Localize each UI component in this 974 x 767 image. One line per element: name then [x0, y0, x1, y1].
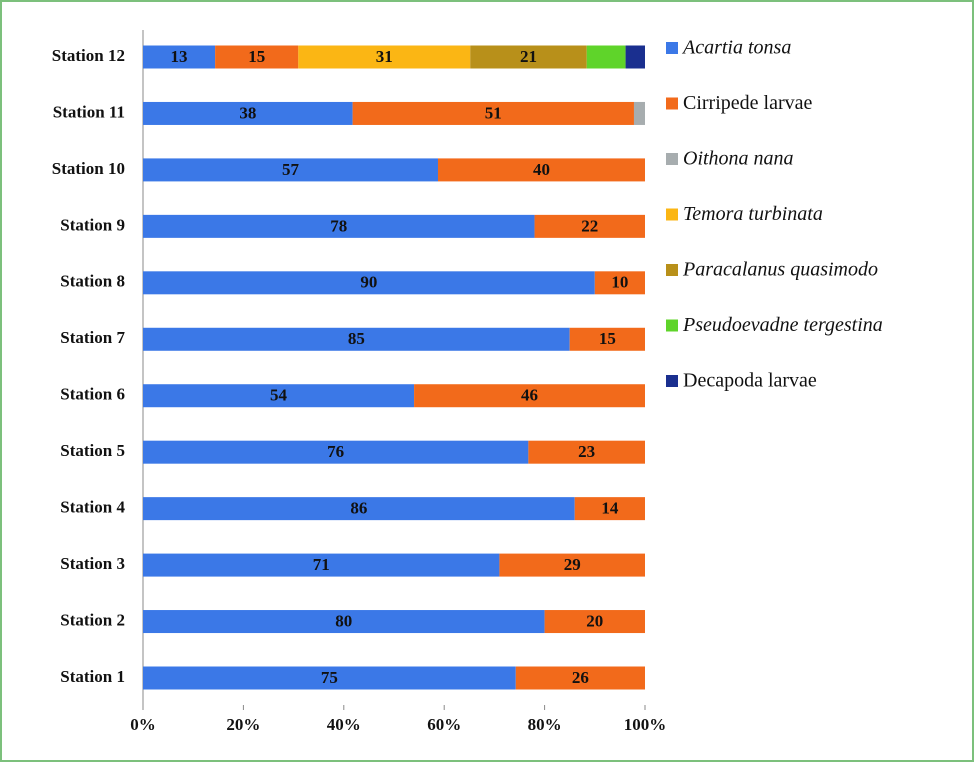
legend-label: Oithona nana [683, 148, 794, 170]
data-label: 20 [586, 611, 603, 630]
bar-segment [414, 384, 645, 408]
bar-segment [625, 45, 645, 69]
data-label: 29 [564, 555, 581, 574]
bar-segment [143, 214, 535, 238]
bar-segment [528, 440, 645, 464]
y-tick-label: Station 12 [52, 46, 125, 65]
bar-segment [352, 101, 634, 125]
bar-segment [499, 553, 645, 577]
legend-swatch [666, 208, 678, 221]
y-tick-label: Station 3 [60, 554, 125, 573]
bar-segment [633, 101, 645, 125]
bar-segment [143, 271, 595, 295]
data-label: 76 [327, 442, 344, 461]
data-label: 14 [601, 499, 619, 518]
data-label: 75 [321, 668, 338, 687]
bar-segment [470, 45, 587, 69]
data-label: 38 [239, 103, 256, 122]
y-tick-label: Station 2 [60, 610, 125, 629]
bar-segment [574, 497, 645, 521]
x-tick-label: 0% [130, 715, 156, 734]
bar-segment [215, 45, 299, 69]
data-label: 23 [578, 442, 595, 461]
bar-segment [143, 384, 415, 408]
bar-segment [544, 610, 645, 634]
bar-segment [437, 158, 645, 182]
legend-swatch [666, 153, 678, 165]
bar-segment [143, 45, 216, 69]
bar-segment [143, 440, 529, 464]
y-tick-label: Station 7 [60, 328, 125, 347]
bar-segment [143, 553, 500, 577]
x-tick-label: 40% [327, 715, 361, 734]
bar-segment [143, 610, 545, 634]
bar-segment [586, 45, 626, 69]
y-tick-label: Station 6 [60, 385, 125, 404]
data-label: 80 [335, 611, 352, 630]
y-tick-label: Station 9 [60, 215, 125, 234]
x-tick-label: 60% [427, 715, 461, 734]
data-label: 90 [360, 273, 377, 292]
bar-segment [515, 666, 645, 690]
y-tick-label: Station 10 [52, 159, 125, 178]
y-tick-label: Station 5 [60, 441, 125, 460]
data-label: 51 [485, 103, 502, 122]
x-tick-label: 20% [226, 715, 260, 734]
bar-segment [143, 101, 353, 125]
y-tick-label: Station 4 [60, 498, 125, 517]
bar-segment [569, 327, 645, 351]
legend-label: Pseudoevadne tergestina [682, 314, 883, 336]
legend-swatch [666, 375, 678, 387]
y-tick-label: Station 1 [60, 667, 125, 686]
data-label: 10 [611, 273, 628, 292]
y-tick-label: Station 8 [60, 272, 125, 291]
legend-label: Temora turbinata [683, 203, 823, 225]
data-label: 15 [599, 329, 616, 348]
bar-segment [594, 271, 645, 295]
data-label: 15 [248, 47, 265, 66]
bar-segment [143, 497, 575, 521]
bar-segment [534, 214, 645, 238]
data-label: 22 [581, 216, 598, 235]
data-label: 40 [533, 160, 550, 179]
bar-segment [143, 158, 438, 182]
bar-segment [298, 45, 471, 69]
legend-label: Cirripede larvae [683, 92, 812, 114]
legend-label: Acartia tonsa [681, 37, 791, 59]
bar-segment [143, 327, 570, 351]
x-tick-label: 100% [624, 715, 667, 734]
data-label: 46 [521, 386, 538, 405]
data-label: 71 [313, 555, 330, 574]
data-label: 21 [520, 47, 537, 66]
legend-swatch [666, 264, 678, 276]
data-label: 57 [282, 160, 300, 179]
data-label: 85 [348, 329, 365, 348]
y-tick-label: Station 11 [53, 102, 125, 121]
data-label: 26 [572, 668, 589, 687]
bar-segment [143, 666, 516, 690]
data-label: 54 [270, 386, 288, 405]
data-label: 31 [376, 47, 393, 66]
legend-swatch [666, 319, 678, 332]
legend-swatch [666, 97, 678, 110]
legend-swatch [666, 42, 678, 54]
legend-label: Paracalanus quasimodo [682, 259, 878, 281]
data-label: 78 [330, 216, 347, 235]
x-tick-label: 80% [528, 715, 562, 734]
data-label: 86 [350, 499, 367, 518]
data-label: 13 [171, 47, 188, 66]
legend-label: Decapoda larvae [683, 370, 817, 392]
